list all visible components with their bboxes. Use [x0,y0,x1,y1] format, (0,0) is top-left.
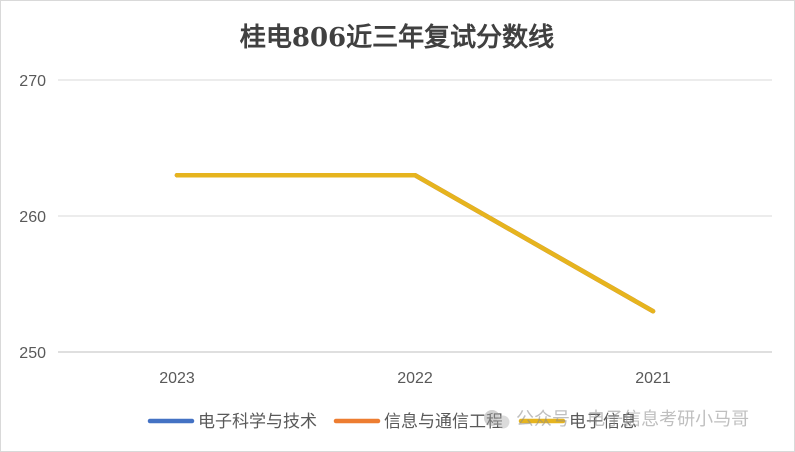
chart-title: 桂电806近三年复试分数线 [240,22,554,53]
wechat-icon [484,410,510,429]
x-tick-label: 2023 [159,370,195,387]
series-lines [174,172,656,314]
x-tick-label: 2022 [397,370,433,387]
watermark-text: 公众号 · 电子信息考研小马哥 [516,409,749,430]
legend-label: 电子科学与技术 [198,412,317,432]
series-line-2 [174,172,656,314]
x-axis-ticks: 2023 2022 2021 [159,370,671,387]
y-tick-label: 270 [19,73,46,90]
y-tick-label: 250 [19,345,46,362]
y-tick-label: 260 [19,209,46,226]
legend-label: 电子信息 [569,412,637,432]
gridlines [58,79,772,353]
legend-label: 信息与通信工程 [384,412,503,432]
legend: 电子科学与技术 信息与通信工程 电子信息 [147,412,637,432]
y-axis-ticks: 250 260 270 [19,73,46,362]
watermark: 公众号 · 电子信息考研小马哥 [484,409,749,430]
x-tick-label: 2021 [635,370,671,387]
